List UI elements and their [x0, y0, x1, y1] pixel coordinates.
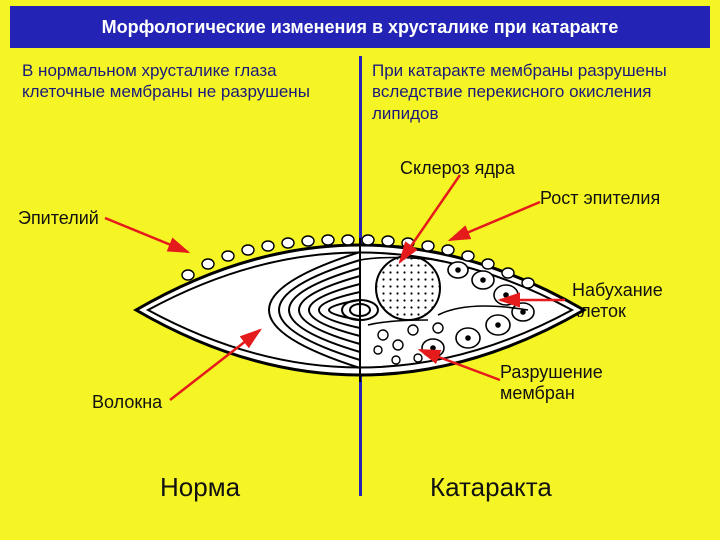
slide-title: Морфологические изменения в хрусталике п…: [10, 6, 710, 48]
label-sclerosis: Склероз ядра: [400, 158, 515, 179]
label-growth: Рост эпителия: [540, 188, 660, 209]
label-normal: Норма: [160, 472, 240, 503]
description-cataract: При катаракте мембраны разрушены вследст…: [372, 60, 702, 124]
label-cataract: Катаракта: [430, 472, 552, 503]
label-epithelium: Эпителий: [18, 208, 99, 229]
description-normal: В нормальном хрусталике глаза клеточные …: [22, 60, 342, 103]
lens-diagram: [128, 220, 592, 400]
